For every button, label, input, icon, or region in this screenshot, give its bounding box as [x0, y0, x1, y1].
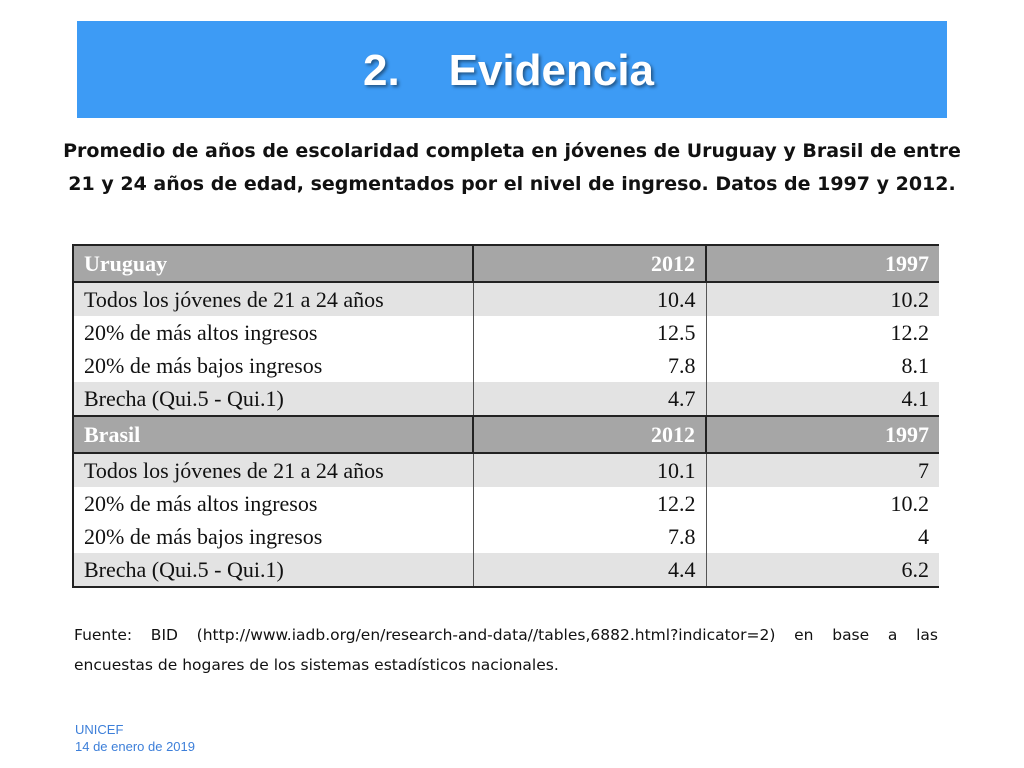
- table-row: 20% de más altos ingresos 12.2 10.2: [72, 487, 939, 520]
- table-row: Brecha (Qui.5 - Qui.1) 4.7 4.1: [72, 382, 939, 417]
- table-row: 20% de más altos ingresos 12.5 12.2: [72, 316, 939, 349]
- header-year: 2012: [472, 244, 706, 282]
- cell-value: 10.4: [472, 281, 706, 316]
- footer-organization: UNICEF: [75, 722, 124, 737]
- footer-date: 14 de enero de 2019: [75, 739, 195, 754]
- table-header-brasil: Brasil 2012 1997: [72, 415, 939, 453]
- schooling-table: Uruguay 2012 1997 Todos los jóvenes de 2…: [72, 244, 939, 588]
- header-year: 2012: [472, 415, 706, 453]
- cell-value: 7: [705, 452, 939, 487]
- cell-value: 4.1: [705, 382, 939, 417]
- cell-value: 4.7: [472, 382, 706, 417]
- table-row: 20% de más bajos ingresos 7.8 4: [72, 520, 939, 553]
- row-label: Brecha (Qui.5 - Qui.1): [72, 382, 473, 417]
- row-label: Todos los jóvenes de 21 a 24 años: [72, 281, 473, 316]
- cell-value: 12.2: [472, 487, 706, 520]
- header-year: 1997: [705, 415, 939, 453]
- cell-value: 10.2: [705, 487, 939, 520]
- table-row: Todos los jóvenes de 21 a 24 años 10.1 7: [72, 452, 939, 487]
- cell-value: 12.2: [705, 316, 939, 349]
- title-bar: [77, 21, 947, 118]
- table-row: Brecha (Qui.5 - Qui.1) 4.4 6.2: [72, 553, 939, 588]
- cell-value: 4: [705, 520, 939, 553]
- cell-value: 8.1: [705, 349, 939, 382]
- cell-value: 4.4: [472, 553, 706, 588]
- cell-value: 10.1: [472, 452, 706, 487]
- cell-value: 6.2: [705, 553, 939, 588]
- table-row: Todos los jóvenes de 21 a 24 años 10.4 1…: [72, 281, 939, 316]
- row-label: Brecha (Qui.5 - Qui.1): [72, 553, 473, 588]
- cell-value: 12.5: [472, 316, 706, 349]
- table-header-uruguay: Uruguay 2012 1997: [72, 244, 939, 282]
- cell-value: 10.2: [705, 281, 939, 316]
- header-country: Uruguay: [72, 244, 473, 282]
- cell-value: 7.8: [472, 349, 706, 382]
- row-label: 20% de más bajos ingresos: [72, 520, 473, 553]
- table-row: 20% de más bajos ingresos 7.8 8.1: [72, 349, 939, 382]
- source-note: Fuente: BID (http://www.iadb.org/en/rese…: [74, 626, 938, 674]
- cell-value: 7.8: [472, 520, 706, 553]
- row-label: 20% de más altos ingresos: [72, 487, 473, 520]
- slide-title: 2. Evidencia: [363, 46, 655, 95]
- header-country: Brasil: [72, 415, 473, 453]
- row-label: 20% de más bajos ingresos: [72, 349, 473, 382]
- header-year: 1997: [705, 244, 939, 282]
- row-label: 20% de más altos ingresos: [72, 316, 473, 349]
- slide-subtitle: Promedio de años de escolaridad completa…: [63, 140, 961, 195]
- row-label: Todos los jóvenes de 21 a 24 años: [72, 452, 473, 487]
